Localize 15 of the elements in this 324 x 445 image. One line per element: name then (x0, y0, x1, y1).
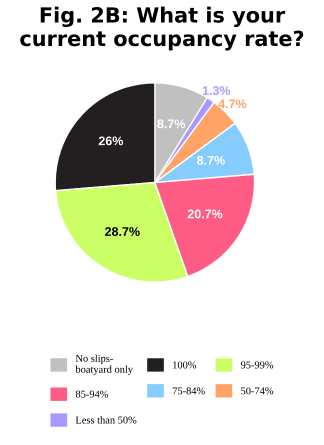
data-label: 28.7% (105, 227, 140, 236)
data-label: 26% (98, 136, 124, 146)
data-label: 4.7% (218, 99, 246, 108)
legend-label: 75-84% (172, 387, 205, 394)
legend-label: 95-99% (240, 361, 274, 369)
data-label: 1.3% (202, 86, 230, 95)
data-label: 20.7% (188, 210, 222, 218)
legend-label: 85-94% (76, 390, 108, 398)
chart-title: Fig. 2B: What is your current occupancy rate? (20, 6, 304, 50)
legend-label: 50-74% (241, 387, 274, 394)
data-label: 8.7% (157, 119, 186, 128)
data-label: 8.7% (197, 156, 225, 165)
legend-label: 100% (173, 361, 196, 369)
legend-label: Less than 50% (76, 416, 136, 424)
legend-label: No slips- boatyard only (75, 354, 133, 375)
